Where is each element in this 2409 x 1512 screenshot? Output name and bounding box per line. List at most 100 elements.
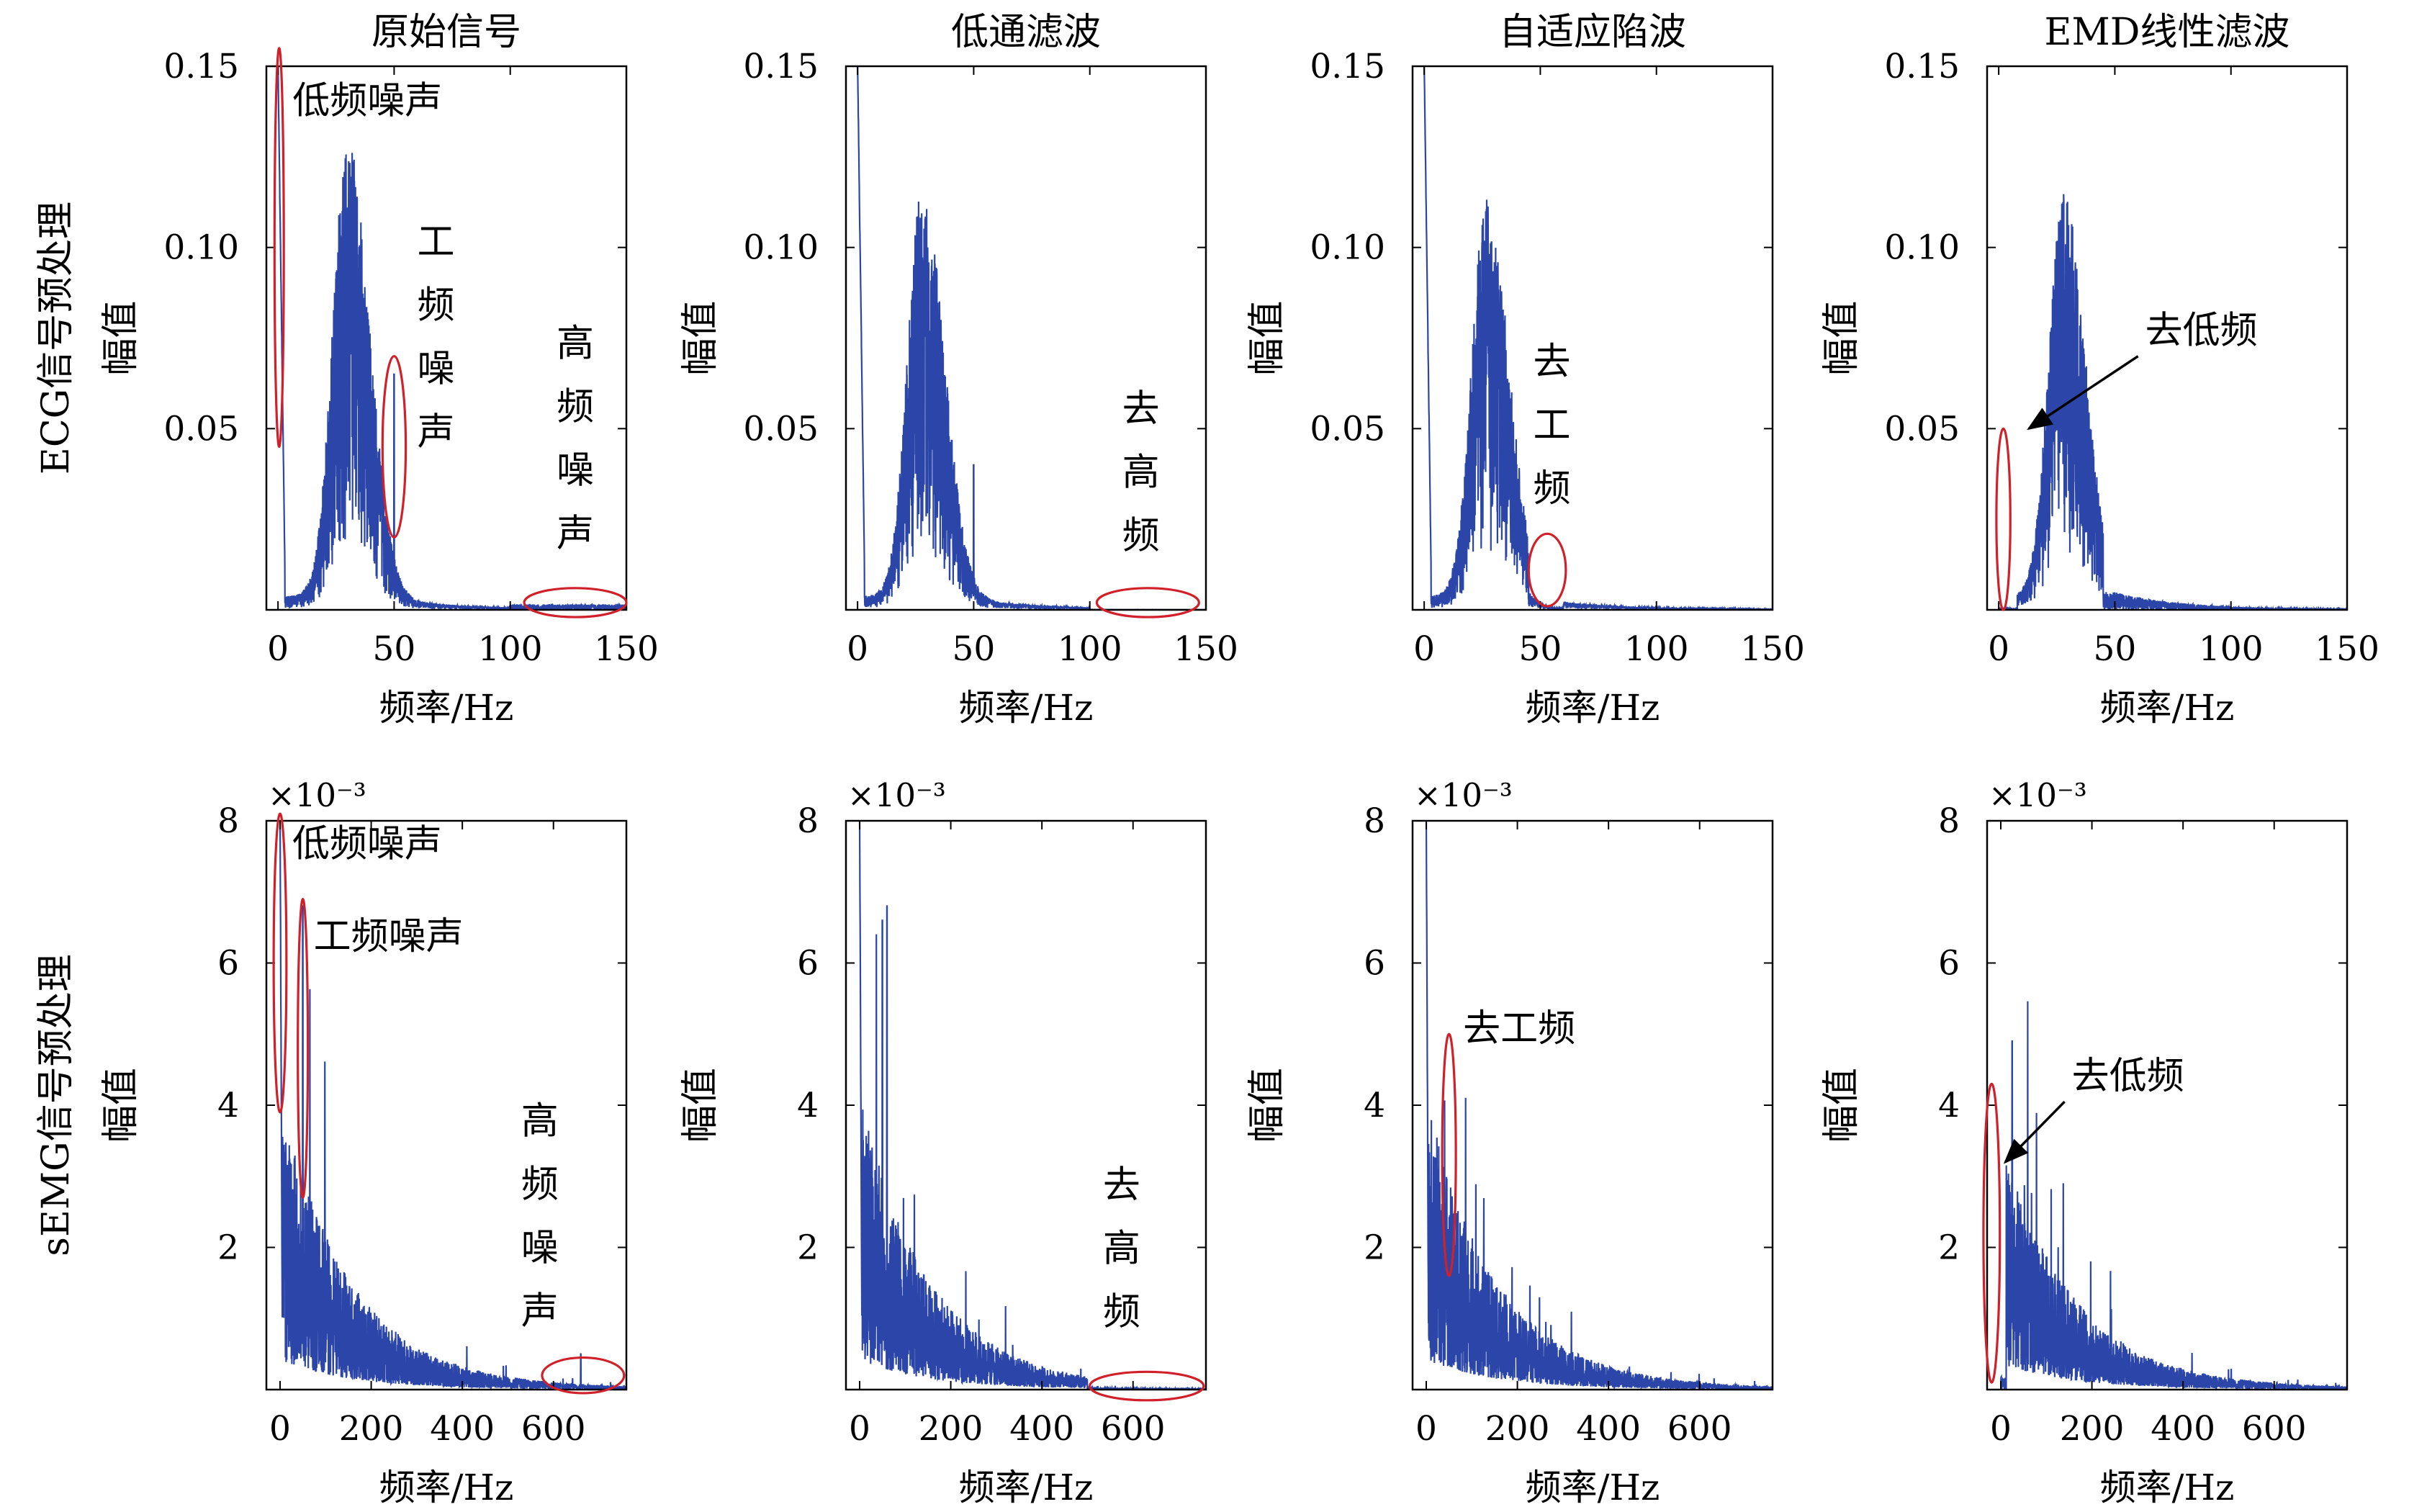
- annotation-char: 噪: [521, 1227, 559, 1270]
- panel-1-2: 0 200 400 600 2 4 6 8 ×10⁻³ 频率/Hz 幅值 去工频: [1246, 776, 1774, 1508]
- annotation-ellipse: [523, 587, 628, 618]
- y-exponent-label: ×10⁻³: [268, 776, 366, 814]
- annotation-ellipse: [297, 898, 310, 1199]
- annotation-label: 去工频: [1463, 1007, 1575, 1050]
- annotation-char: 去: [1122, 387, 1160, 431]
- y-axis-label: 幅值: [679, 1068, 722, 1143]
- x-tick-label: 100: [1624, 629, 1689, 669]
- y-exponent-label: ×10⁻³: [1414, 776, 1513, 814]
- y-tick-label: 2: [797, 1228, 819, 1268]
- x-tick-label: 0: [847, 629, 868, 669]
- annotation-char: 高: [521, 1100, 559, 1143]
- x-tick-label: 200: [2060, 1409, 2125, 1449]
- annotation-label: 去高频: [1122, 387, 1160, 557]
- x-tick-label: 150: [594, 629, 659, 669]
- row-label: ECG信号预处理: [35, 202, 78, 474]
- annotation-label: 低频噪声: [292, 822, 442, 865]
- signal-series: [279, 821, 626, 1390]
- x-axis-label: 频率/Hz: [379, 687, 514, 729]
- annotation-ellipse: [541, 1356, 626, 1395]
- panel-title: 原始信号: [372, 11, 521, 54]
- y-tick-label: 4: [1938, 1086, 1960, 1125]
- x-tick-label: 100: [1058, 629, 1122, 669]
- annotation-char: 工: [417, 221, 454, 264]
- y-tick-label: 0.05: [1310, 409, 1385, 449]
- annotation-ellipse: [1995, 427, 2012, 611]
- signal-series: [1999, 1001, 2347, 1390]
- annotation-label: 去低频: [2145, 310, 2258, 353]
- y-tick-label: 8: [1938, 801, 1960, 841]
- annotation-ellipse: [273, 47, 285, 449]
- y-axis-label: 幅值: [679, 300, 722, 375]
- y-tick-label: 8: [1364, 801, 1385, 841]
- y-tick-label: 0.10: [163, 228, 239, 268]
- x-axis-label: 频率/Hz: [959, 687, 1094, 729]
- signal-series: [1425, 821, 1773, 1390]
- x-tick-label: 400: [1576, 1409, 1641, 1449]
- axes-box: [845, 65, 1207, 611]
- annotation-char: 噪: [417, 348, 454, 391]
- annotation-ellipse: [272, 812, 288, 1114]
- annotation-char: 去: [1103, 1164, 1140, 1207]
- annotation-char: 噪: [557, 449, 594, 492]
- x-tick-label: 100: [478, 629, 543, 669]
- annotation-label: 工频噪声: [417, 221, 454, 454]
- annotation-arrow: [2003, 1100, 2066, 1164]
- y-tick-label: 0.15: [1310, 47, 1385, 86]
- x-tick-label: 0: [849, 1409, 870, 1449]
- y-tick-label: 6: [217, 944, 239, 984]
- x-tick-label: 200: [339, 1409, 404, 1449]
- annotation-char: 频: [557, 386, 594, 429]
- y-tick-label: 8: [797, 801, 819, 841]
- x-tick-label: 600: [521, 1409, 586, 1449]
- annotation-char: 高: [1122, 451, 1160, 494]
- signal-series: [277, 66, 626, 610]
- annotation-ellipse: [1089, 1370, 1205, 1402]
- x-axis-label: 频率/Hz: [1526, 687, 1660, 729]
- x-axis-label: 频率/Hz: [379, 1467, 514, 1508]
- y-exponent-label: ×10⁻³: [847, 776, 946, 814]
- row-labels: ECG信号预处理 sEMG信号预处理: [35, 202, 78, 1256]
- annotation-char: 频: [1534, 467, 1571, 510]
- x-tick-label: 50: [373, 629, 416, 669]
- y-tick-label: 6: [1938, 944, 1960, 984]
- y-axis-label: 幅值: [99, 1068, 143, 1143]
- y-axis-label: 幅值: [1820, 1068, 1863, 1143]
- x-tick-label: 150: [1740, 629, 1805, 669]
- axes-box: [265, 65, 628, 611]
- y-tick-label: 0.10: [743, 228, 819, 268]
- x-tick-label: 400: [1009, 1409, 1074, 1449]
- annotation-char: 频: [417, 284, 454, 328]
- y-tick-label: 4: [797, 1086, 819, 1125]
- panel-1-3: 0 200 400 600 2 4 6 8 ×10⁻³ 频率/Hz 幅值 去低频: [1820, 776, 2349, 1508]
- y-tick-label: 2: [1364, 1228, 1385, 1268]
- x-axis-label: 频率/Hz: [1526, 1467, 1660, 1508]
- y-tick-label: 0.10: [1310, 228, 1385, 268]
- x-tick-label: 0: [1988, 629, 2009, 669]
- annotation-label: 去低频: [2072, 1055, 2184, 1098]
- annotation-ellipse: [1982, 1082, 2002, 1384]
- annotation-ellipse: [1095, 587, 1200, 618]
- signal-series: [1423, 66, 1773, 610]
- annotation-char: 频: [1122, 514, 1160, 557]
- annotation-ellipse: [1527, 532, 1567, 608]
- annotation-label: 低频噪声: [292, 79, 442, 122]
- annotation-char: 声: [557, 513, 594, 556]
- annotation-char: 声: [521, 1290, 559, 1333]
- x-tick-label: 600: [2242, 1409, 2307, 1449]
- y-tick-label: 0.05: [163, 409, 239, 449]
- axes-box: [1411, 65, 1774, 611]
- x-axis-label: 频率/Hz: [959, 1467, 1094, 1508]
- y-tick-label: 0.15: [163, 47, 239, 86]
- x-axis-label: 频率/Hz: [2100, 1467, 2235, 1508]
- y-tick-label: 2: [1938, 1228, 1960, 1268]
- x-tick-label: 200: [919, 1409, 983, 1449]
- annotation-char: 工: [1534, 404, 1571, 447]
- y-axis-label: 幅值: [1246, 300, 1289, 375]
